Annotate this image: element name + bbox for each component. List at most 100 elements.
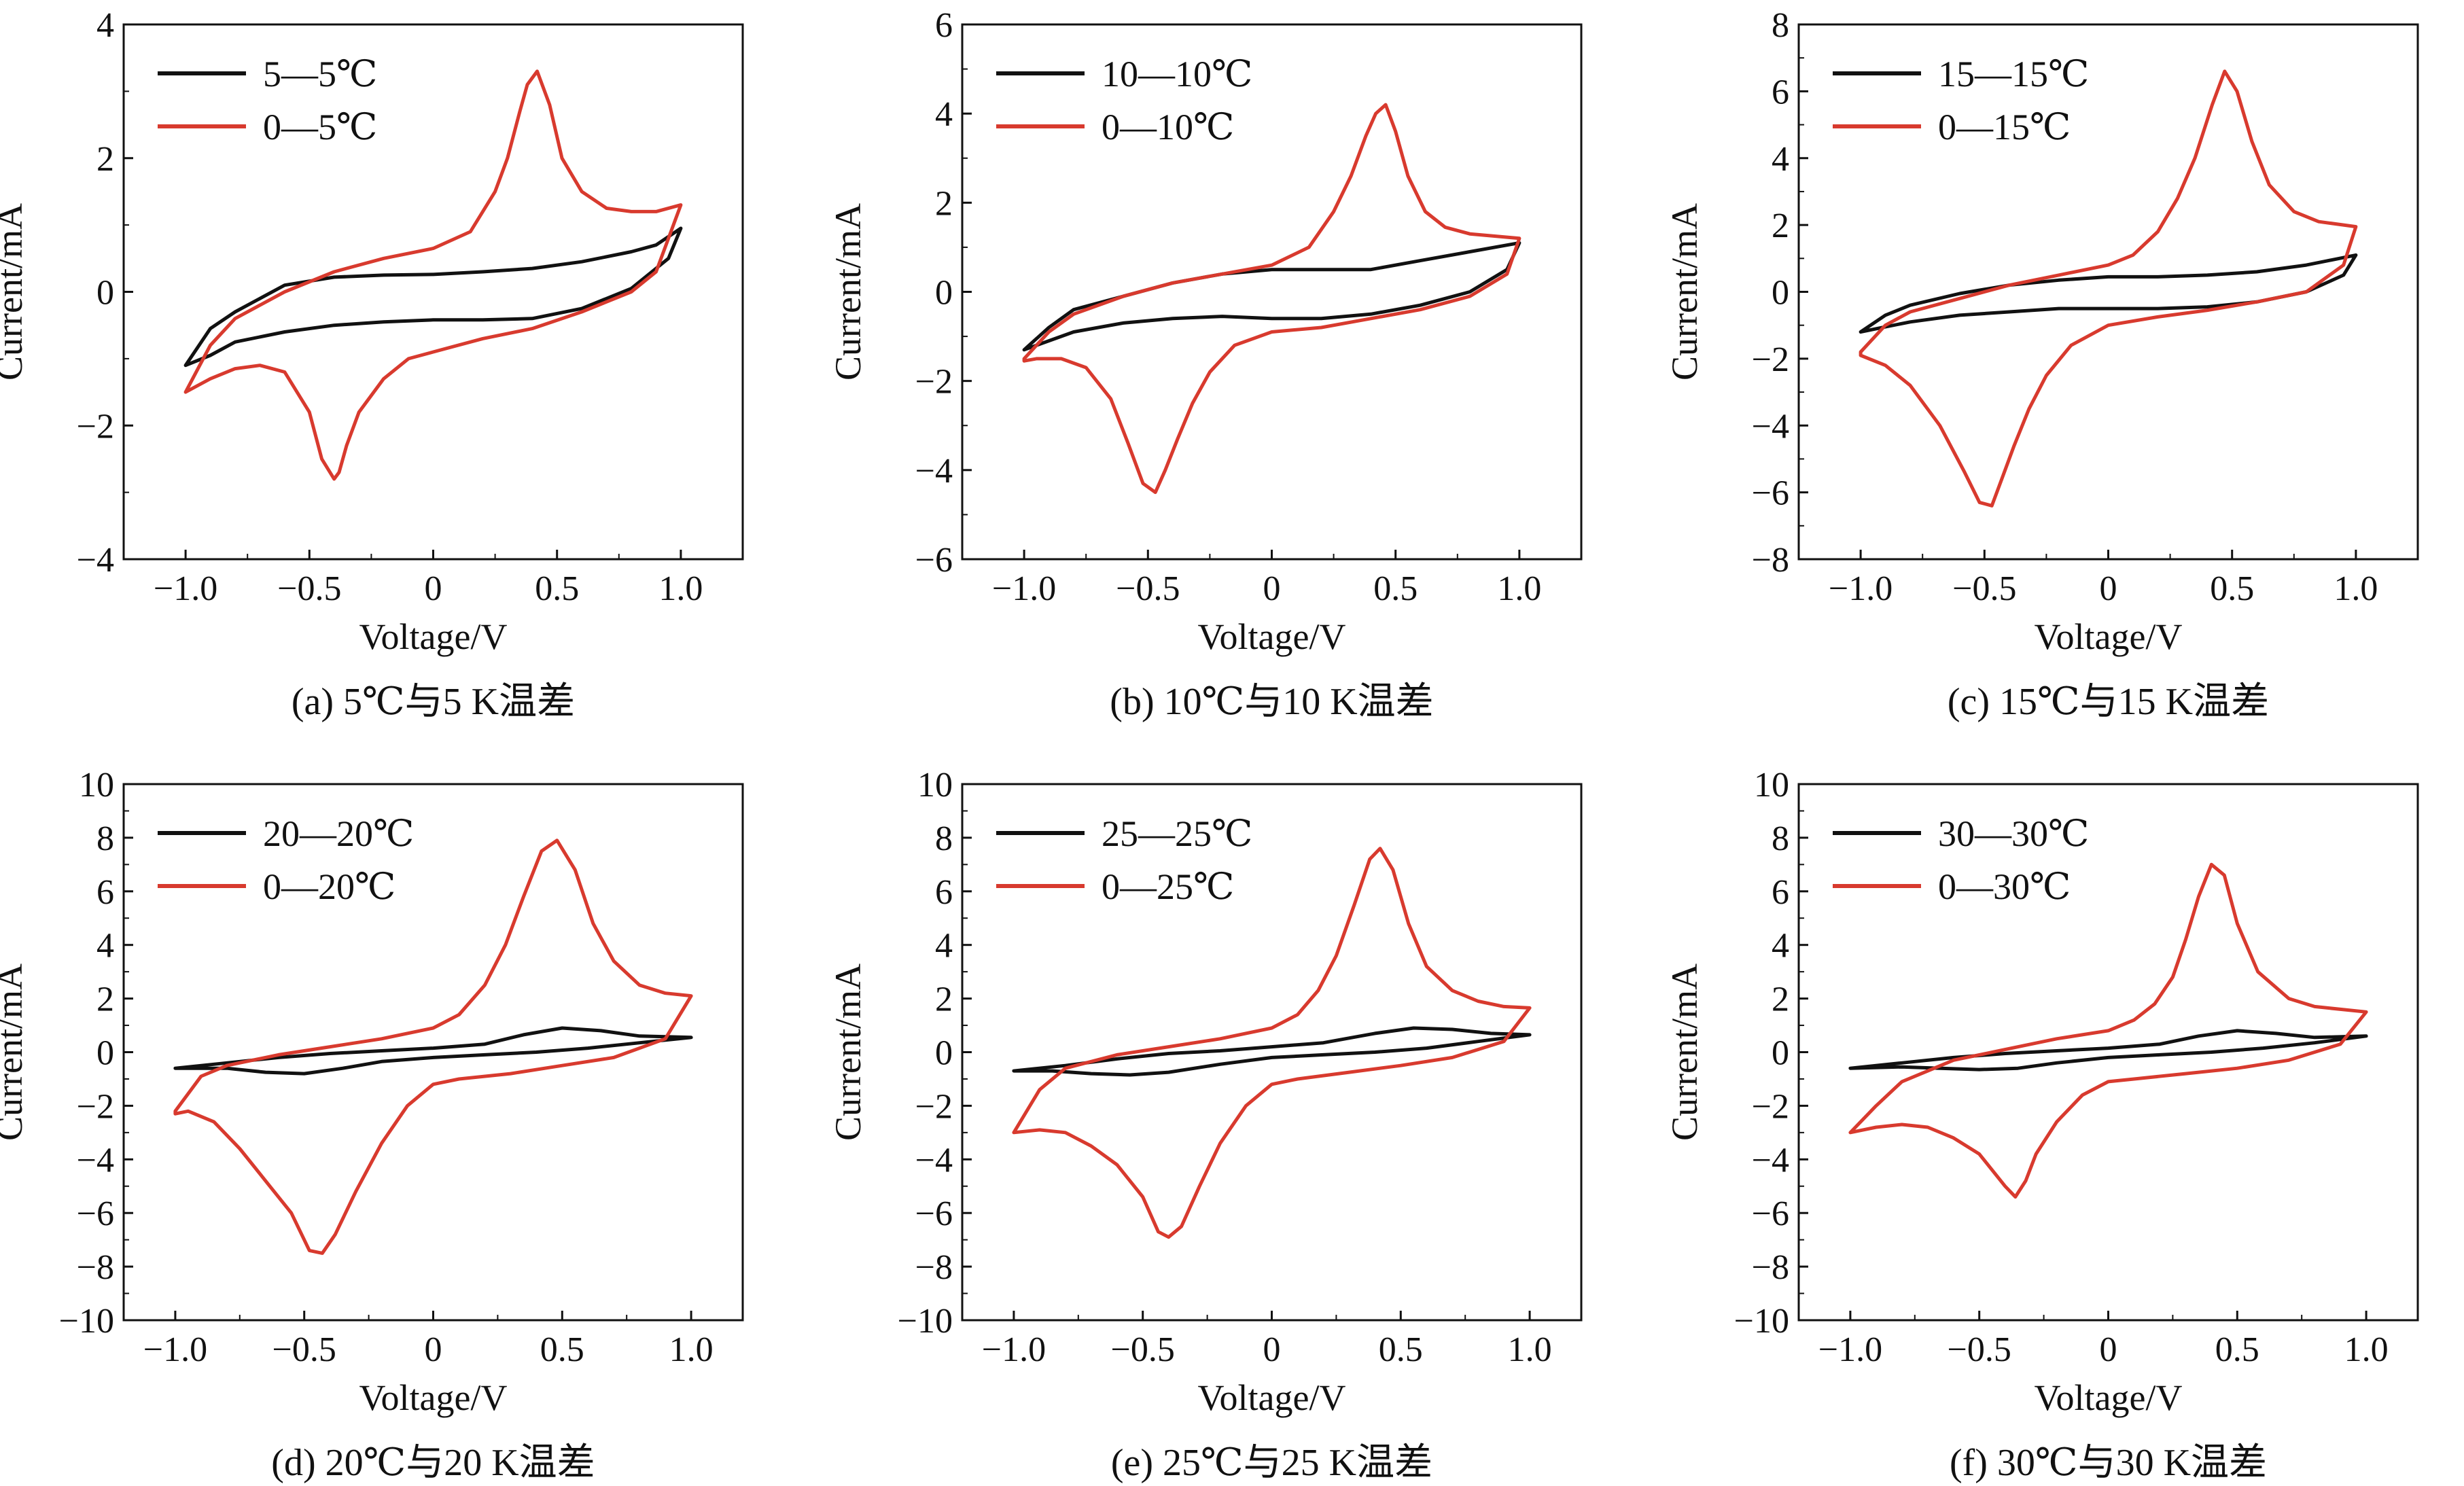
subplot-a: −1.0 −0.5 0 0.5 1.0 −4 −2 0 2 4 Voltage/V Current/m…	[0, 6, 744, 723]
x-axis-label: Voltage/V	[2035, 1377, 2183, 1418]
subplot-caption: (b) 10℃与10 K温差	[1110, 681, 1433, 723]
x-tick-label: 0	[1263, 569, 1281, 608]
y-tick-label: 2	[1772, 980, 1789, 1019]
plot-frame	[122, 783, 744, 1322]
y-axis-label: Current/mA	[1664, 203, 1705, 381]
series-line-reference	[183, 226, 683, 368]
legend-label: 30—30℃	[1938, 813, 2089, 854]
y-axis-label: Current/mA	[0, 203, 30, 381]
x-tick-label: 1.0	[658, 569, 703, 608]
x-tick-label: −1.0	[982, 1330, 1046, 1369]
x-tick-label: 0	[425, 569, 442, 608]
plot-frame	[961, 23, 1583, 561]
x-tick-label: 0.5	[2215, 1330, 2259, 1369]
y-tick-label: −8	[77, 1248, 114, 1287]
subplot-caption: (a) 5℃与5 K温差	[292, 681, 575, 723]
x-axis-label: Voltage/V	[359, 1377, 508, 1418]
y-axis-label: Current/mA	[1664, 963, 1705, 1141]
y-tick-label: 6	[96, 873, 114, 912]
y-tick-label: −4	[915, 1141, 953, 1180]
y-tick-label: 2	[96, 140, 114, 179]
y-tick-label: 2	[935, 980, 953, 1019]
x-tick-label: 0	[2100, 1330, 2117, 1369]
legend-label: 25—25℃	[1102, 813, 1252, 854]
x-tick-label: 1.0	[1508, 1330, 1552, 1369]
y-tick-label: 0	[1772, 274, 1789, 313]
y-tick-label: 10	[79, 766, 114, 804]
y-tick-label: 2	[96, 980, 114, 1019]
y-tick-label: −4	[1752, 407, 1789, 446]
subplot-caption: (f) 30℃与30 K温差	[1950, 1442, 2267, 1484]
subplot-caption: (d) 20℃与20 K温差	[271, 1442, 595, 1484]
legend-label: 10—10℃	[1102, 54, 1252, 94]
y-tick-label: 6	[935, 6, 953, 45]
y-tick-label: −10	[1734, 1302, 1789, 1341]
subplot-f: −1.0 −0.5 0 0.5 1.0 −10 −8 −6 −4 −2 0 2 4 6 8 10 Voltage…	[1664, 766, 2419, 1484]
y-tick-label: −8	[1752, 1248, 1789, 1287]
y-tick-label: −4	[915, 452, 953, 491]
x-tick-label: 0	[1263, 1330, 1281, 1369]
subplot-b: −1.0 −0.5 0 0.5 1.0 −6 −4 −2 0 2 4 6 Voltage/V Curren…	[828, 6, 1583, 723]
legend-label: 0—25℃	[1102, 866, 1234, 907]
legend-label: 15—15℃	[1938, 54, 2089, 94]
y-tick-label: 4	[96, 6, 114, 45]
y-tick-label: 8	[1772, 819, 1789, 858]
y-tick-label: 4	[1772, 927, 1789, 966]
y-tick-label: −8	[1752, 541, 1789, 580]
x-tick-label: 0.5	[540, 1330, 584, 1369]
x-tick-label: −1.0	[1829, 569, 1893, 608]
subplot-d: −1.0 −0.5 0 0.5 1.0 −10 −8 −6 −4 −2 0 2 4 6 8 10 Voltage…	[0, 766, 744, 1484]
x-tick-label: 1.0	[2344, 1330, 2389, 1369]
series-line-gradient	[1848, 862, 2368, 1199]
x-tick-label: 1.0	[2334, 569, 2378, 608]
x-axis-label: Voltage/V	[2035, 616, 2183, 657]
y-tick-label: −6	[1752, 1195, 1789, 1233]
y-tick-label: −2	[1752, 1087, 1789, 1126]
y-axis-label: Current/mA	[0, 963, 30, 1141]
y-tick-label: 0	[935, 274, 953, 313]
y-axis-label: Current/mA	[828, 963, 868, 1141]
plot-frame	[1797, 783, 2419, 1322]
y-tick-label: −6	[1752, 474, 1789, 513]
legend-label: 0—30℃	[1938, 866, 2071, 907]
x-tick-label: −1.0	[143, 1330, 207, 1369]
y-tick-label: −4	[77, 1141, 114, 1180]
y-tick-label: 4	[935, 95, 953, 134]
y-tick-label: 10	[917, 766, 953, 804]
y-tick-label: 6	[935, 873, 953, 912]
y-tick-label: 4	[935, 927, 953, 966]
x-tick-label: 1.0	[669, 1330, 714, 1369]
x-tick-label: 0.5	[535, 569, 579, 608]
y-tick-label: 10	[1754, 766, 1789, 804]
series-line-reference	[1848, 1029, 2368, 1072]
x-tick-label: −1.0	[1818, 1330, 1882, 1369]
y-tick-label: 6	[1772, 73, 1789, 111]
plot-frame	[961, 783, 1583, 1322]
x-tick-label: 0.5	[1379, 1330, 1423, 1369]
plot-frame	[122, 23, 744, 561]
y-tick-label: −2	[77, 1087, 114, 1126]
series-line-gradient	[183, 69, 683, 481]
series-line-reference	[1022, 241, 1521, 352]
y-tick-label: 0	[96, 274, 114, 313]
series-line-reference	[173, 1026, 693, 1076]
y-tick-label: 8	[1772, 6, 1789, 45]
subplot-e: −1.0 −0.5 0 0.5 1.0 −10 −8 −6 −4 −2 0 2 4 6 8 10 Voltage…	[828, 766, 1583, 1484]
y-tick-label: 6	[1772, 873, 1789, 912]
legend-label: 5—5℃	[263, 54, 377, 94]
x-tick-label: 1.0	[1497, 569, 1541, 608]
y-axis-label: Current/mA	[828, 203, 868, 381]
subplot-caption: (c) 15℃与15 K温差	[1948, 681, 2269, 723]
x-tick-label: −1.0	[992, 569, 1056, 608]
x-tick-label: −0.5	[277, 569, 341, 608]
x-tick-label: 0.5	[2210, 569, 2254, 608]
subplot-c: −1.0 −0.5 0 0.5 1.0 −8 −6 −4 −2 0 2 4 6 8 Voltage/V Cur…	[1664, 6, 2419, 723]
x-tick-label: 0	[2100, 569, 2117, 608]
y-tick-label: −2	[77, 407, 114, 446]
x-tick-label: −0.5	[1948, 1330, 2011, 1369]
subplot-caption: (e) 25℃与25 K温差	[1111, 1442, 1432, 1484]
y-tick-label: −2	[915, 363, 953, 402]
legend-label: 0—15℃	[1938, 107, 2071, 147]
y-tick-label: 0	[96, 1034, 114, 1073]
